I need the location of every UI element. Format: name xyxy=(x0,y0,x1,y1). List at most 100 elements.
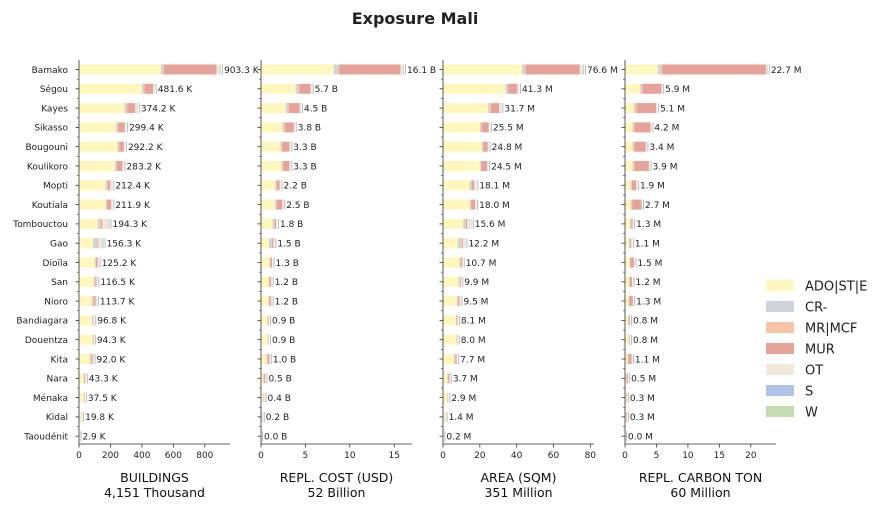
bar-segment xyxy=(116,161,123,171)
data-label: 0.5 M xyxy=(631,375,656,385)
bar-segment xyxy=(475,199,476,210)
category-label: Taoudénit xyxy=(23,432,68,443)
x-tick-label: 10 xyxy=(682,451,694,461)
bar-segment xyxy=(261,334,268,345)
bar-segment xyxy=(487,161,488,171)
bar-segment xyxy=(101,218,103,229)
bar-segment xyxy=(135,103,138,114)
bar-segment xyxy=(640,83,642,94)
data-label: 3.7 M xyxy=(453,375,478,385)
bar-segment xyxy=(79,122,116,133)
legend-label: W xyxy=(805,406,818,421)
category-label: Koutiala xyxy=(32,201,68,211)
bar-segment xyxy=(443,334,457,345)
data-label: 5.1 M xyxy=(660,104,685,114)
legend-swatch xyxy=(766,280,794,291)
bar-segment xyxy=(98,238,103,249)
bar-segment xyxy=(443,411,445,422)
bar-segment xyxy=(298,83,300,94)
bar-segment xyxy=(79,296,92,307)
bar-segment xyxy=(628,296,630,307)
bar-segment xyxy=(273,218,275,229)
bar-segment xyxy=(79,411,82,422)
bar-segment xyxy=(261,411,263,422)
bar-segment xyxy=(443,141,482,152)
bar-segment xyxy=(91,296,93,307)
bar-segment xyxy=(661,83,662,94)
data-label: 19.8 K xyxy=(85,413,115,423)
data-label: 9.9 M xyxy=(464,278,489,288)
bar-segment xyxy=(625,315,629,326)
data-label: 7.7 M xyxy=(460,355,485,365)
bar-segment xyxy=(115,122,118,133)
bar-segment xyxy=(289,141,291,152)
bar-segment xyxy=(124,103,127,114)
category-label: Koulikoro xyxy=(27,162,69,172)
data-label: 211.9 K xyxy=(115,201,151,211)
data-label: 25.5 M xyxy=(493,124,524,134)
bar-segment xyxy=(79,315,92,326)
bar-segment xyxy=(525,64,580,75)
bar-segment xyxy=(99,218,102,229)
x-tick-label: 20 xyxy=(745,451,757,461)
bar-segment xyxy=(458,276,460,287)
bar-segment xyxy=(144,83,154,94)
bar-segment xyxy=(295,83,299,94)
bar-segment xyxy=(631,180,637,191)
bar-segment xyxy=(261,257,270,268)
data-label: 1.2 B xyxy=(275,278,298,288)
bar-segment xyxy=(457,296,459,307)
x-tick-label: 800 xyxy=(196,451,213,461)
bar-segment xyxy=(97,238,99,249)
bar-segment xyxy=(630,238,632,249)
bar-segment xyxy=(261,141,281,152)
category-label: Kita xyxy=(51,355,68,365)
bar-segment xyxy=(632,199,642,210)
bar-segment xyxy=(94,257,96,268)
bar-segment xyxy=(460,257,463,268)
bar-segment xyxy=(95,257,98,268)
bar-segment xyxy=(631,180,632,191)
bar-segment xyxy=(261,218,273,229)
data-label: 0.0 M xyxy=(628,433,653,443)
legend-label: ADO|ST|E xyxy=(805,280,867,295)
bar-segment xyxy=(471,180,473,191)
bar-segment xyxy=(471,199,476,210)
bar-segment xyxy=(160,64,164,75)
bar-segment xyxy=(461,238,463,249)
bar-segment xyxy=(625,199,631,210)
bar-segment xyxy=(163,64,217,75)
bar-segment xyxy=(456,296,458,307)
bar-segment xyxy=(84,373,86,384)
bar-segment xyxy=(274,218,277,229)
bar-segment xyxy=(466,218,468,229)
data-label: 0.3 M xyxy=(630,394,655,404)
data-label: 0.9 B xyxy=(272,317,295,327)
bar-segment xyxy=(261,103,286,114)
bar-segment xyxy=(480,161,482,171)
data-label: 31.7 M xyxy=(504,104,535,114)
data-label: 16.1 B xyxy=(407,66,436,76)
bar-segment xyxy=(338,64,340,75)
category-label: Ségou xyxy=(40,84,68,95)
x-tick-label: 400 xyxy=(133,451,150,461)
data-label: 94.3 K xyxy=(97,336,127,346)
category-label: Nara xyxy=(47,375,68,385)
data-label: 1.3 M xyxy=(636,297,661,307)
bar-segment xyxy=(633,122,635,133)
data-label: 37.5 K xyxy=(88,394,118,404)
x-tick-label: 5 xyxy=(654,451,660,461)
bar-segment xyxy=(483,141,488,152)
bar-segment xyxy=(626,411,627,422)
data-label: 1.2 M xyxy=(636,278,661,288)
bar-segment xyxy=(625,257,630,268)
bar-segment xyxy=(507,83,509,94)
category-label: Kidal xyxy=(46,413,68,423)
bar-segment xyxy=(261,122,283,133)
bar-segment xyxy=(625,64,658,75)
bar-segment xyxy=(284,122,285,133)
bar-segment xyxy=(263,373,265,384)
bar-segment xyxy=(90,354,92,364)
bar-segment xyxy=(629,296,633,307)
bar-segment xyxy=(124,122,126,133)
